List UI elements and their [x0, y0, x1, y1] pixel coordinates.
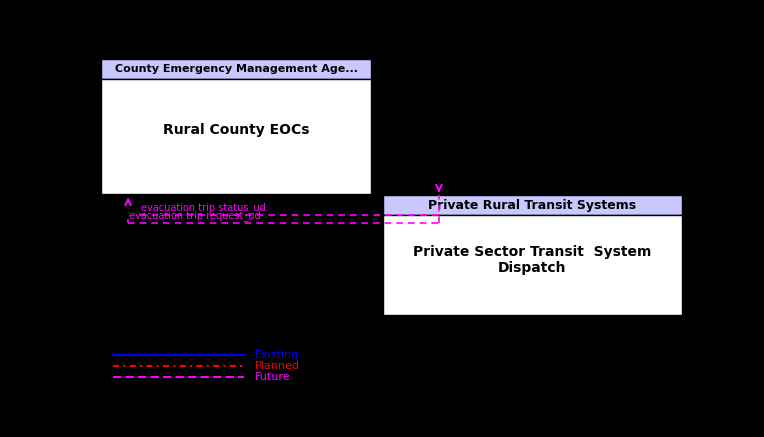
Bar [102, 79, 371, 194]
Text: evacuation trip status_ud: evacuation trip status_ud [141, 202, 266, 213]
Text: Rural County EOCs: Rural County EOCs [163, 124, 309, 138]
Text: evacuation trip request_ud: evacuation trip request_ud [129, 211, 261, 222]
Text: Private Sector Transit  System
Dispatch: Private Sector Transit System Dispatch [413, 245, 652, 275]
Text: Existing: Existing [255, 350, 299, 360]
Bar [102, 59, 371, 79]
Bar [383, 195, 681, 315]
Text: Private Rural Transit Systems: Private Rural Transit Systems [428, 199, 636, 212]
Text: Future: Future [255, 372, 291, 382]
Bar [102, 59, 371, 194]
Bar [383, 195, 681, 215]
Text: County Emergency Management Age...: County Emergency Management Age... [115, 64, 358, 74]
Bar [383, 215, 681, 315]
Text: Planned: Planned [255, 361, 300, 371]
